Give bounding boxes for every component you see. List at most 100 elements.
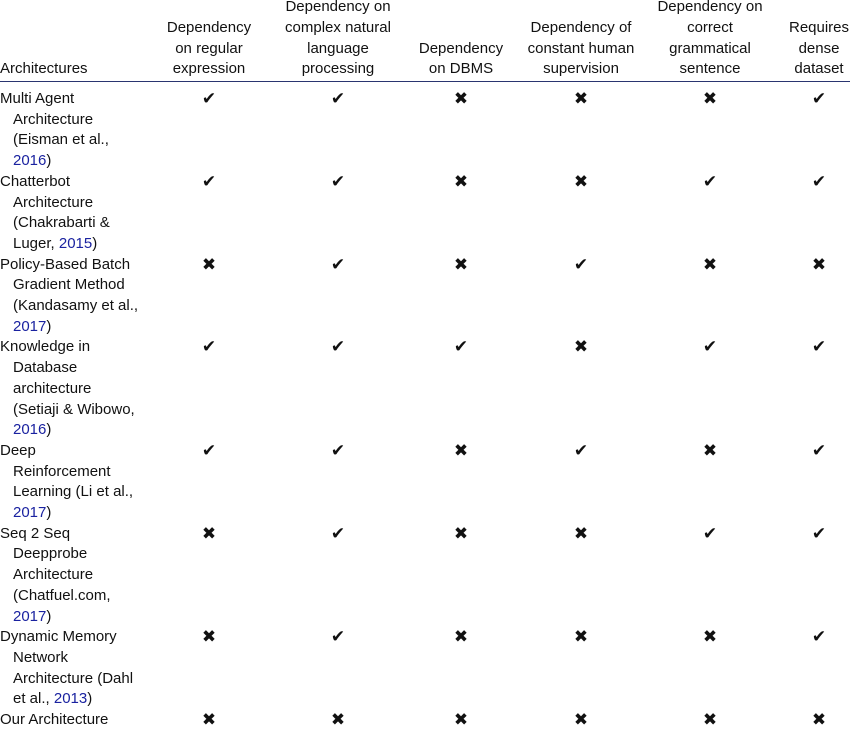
row-label: Learning (Li et al., [13,483,134,501]
citation-close: ) [46,317,52,335]
cell-mark: ✖ [453,627,469,648]
cell-mark: ✖ [330,710,346,730]
cell-mark: ✔ [330,627,346,648]
cell-mark: ✖ [453,523,469,544]
row-label: Database [13,359,78,377]
cell-mark: ✖ [702,89,718,109]
cell-mark: ✖ [453,254,469,275]
cell-mark: ✔ [201,440,217,461]
cell-mark: ✔ [702,171,718,192]
citation: et al., 2013) [13,689,92,710]
cell-mark: ✖ [453,89,469,109]
cell-mark: ✖ [573,171,589,192]
citation-close: ) [46,152,52,170]
citation-year: 2017 [13,504,47,521]
row-label: (Chakrabarti & [13,214,110,232]
citation: 2016) [13,151,51,172]
cell-mark: ✔ [702,523,718,544]
row-label: Chatterbot [0,172,71,190]
row-label: (Eisman et al., [13,131,109,149]
column-header: Requires dense dataset [788,18,850,78]
row-label: Network [13,648,69,666]
citation-authors: Luger, [13,234,59,252]
cell-mark: ✖ [453,710,469,730]
cell-mark: ✔ [330,440,346,461]
cell-mark: ✖ [702,710,718,730]
cell-mark: ✖ [573,337,589,358]
citation: 2017) [13,607,51,628]
citation: 2017) [13,503,51,524]
citation: 2016) [13,420,51,441]
row-label: Our Architecture [0,711,109,728]
cell-mark: ✔ [330,171,346,192]
column-header: Dependency on complex natural language p… [285,0,391,78]
citation-close: ) [46,421,52,439]
citation-year: 2016 [13,152,47,170]
row-label: Gradient Method [13,276,125,294]
row-label: Deepprobe [13,545,88,563]
cell-mark: ✖ [811,254,827,275]
cell-mark: ✖ [573,89,589,109]
citation-year: 2013 [53,690,88,708]
cell-mark: ✖ [702,627,718,648]
row-label: Architecture [13,110,94,128]
cell-mark: ✖ [702,254,718,275]
cell-mark: ✔ [330,254,346,275]
cell-mark: ✔ [811,89,827,109]
column-header: Dependency on DBMS [418,39,504,78]
cell-mark: ✔ [702,337,718,358]
cell-mark: ✔ [811,440,827,461]
row-label: Knowledge in [0,338,91,356]
row-label: Policy-Based Batch [0,255,131,273]
column-header: Dependency of constant human supervision [527,18,635,78]
row-label: Seq 2 Seq [0,524,71,542]
row-label: (Chatfuel.com, [13,586,111,604]
cell-mark: ✔ [330,89,346,109]
row-label: Reinforcement [13,462,111,480]
cell-mark: ✖ [573,710,589,730]
row-label: Deep [0,441,36,459]
cell-mark: ✔ [573,254,589,275]
row-label: Architecture (Dahl [13,669,134,687]
cell-mark: ✖ [201,627,217,648]
cell-mark: ✔ [573,440,589,461]
citation-close: ) [92,234,98,252]
cell-mark: ✔ [811,627,827,648]
cell-mark: ✖ [453,171,469,192]
citation-close: ) [46,607,52,625]
cell-mark: ✔ [201,89,217,109]
citation-year: 2015 [58,234,93,252]
column-header: Architectures [0,60,88,78]
citation-close: ) [87,690,93,708]
header-rule [0,81,850,82]
row-label: Architecture [13,193,94,211]
cell-mark: ✔ [201,171,217,192]
citation: Luger, 2015) [13,234,97,255]
cell-mark: ✔ [453,337,469,358]
row-label: Architecture [13,566,94,584]
column-header: Dependency on correct grammatical senten… [657,0,763,78]
cell-mark: ✔ [811,523,827,544]
cell-mark: ✔ [811,171,827,192]
citation-year: 2017 [13,607,47,625]
citation-year: 2016 [13,421,47,439]
cell-mark: ✖ [573,523,589,544]
cell-mark: ✔ [330,337,346,358]
cell-mark: ✔ [201,337,217,358]
cell-mark: ✖ [573,627,589,648]
row-label: (Setiaji & Wibowo, [13,400,135,418]
cell-mark: ✔ [811,337,827,358]
cell-mark: ✖ [201,523,217,544]
cell-mark: ✖ [201,254,217,275]
row-label: Multi Agent [0,90,75,107]
cell-mark: ✖ [201,710,217,730]
column-header: Dependency on regular expression [166,18,252,78]
row-label: architecture [13,379,92,397]
cell-mark: ✖ [453,440,469,461]
citation-authors: et al., [13,690,54,708]
citation-close: ) [46,504,52,521]
cell-mark: ✖ [702,440,718,461]
row-label: (Kandasamy et al., [13,297,139,314]
row-label: Dynamic Memory [0,628,117,646]
